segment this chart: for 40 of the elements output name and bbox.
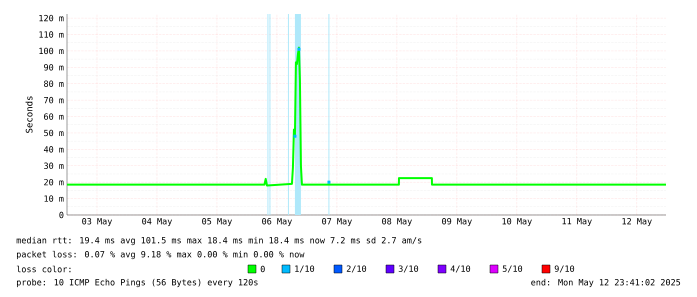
y-tick-label: 110 m [39, 31, 64, 38]
legend-label: 4/10 [450, 265, 470, 273]
text: packet loss: 0.07 % avg 9.18 % max 0.00 % min 0.00 % now [16, 250, 304, 260]
x-tick-label: 11 May [562, 218, 592, 226]
x-tick-label: 08 May [382, 218, 412, 226]
y-tick-label: 100 m [39, 48, 64, 54]
x-tick-label: 04 May [142, 218, 172, 226]
x-tick-label: 09 May [442, 218, 472, 226]
x-tick-label: 05 May [202, 218, 232, 226]
x-tick-label: 07 May [322, 218, 352, 226]
y-tick-label: 50 m [44, 130, 64, 136]
legend-label: 1/10 [295, 265, 314, 273]
x-tick-label: 03 May [82, 218, 112, 226]
x-tick-label: 06 May [262, 218, 292, 226]
y-tick-label: 70 m [44, 96, 64, 104]
y-tick-label: 30 m [44, 162, 64, 169]
y-axis-title: Seconds [26, 96, 33, 133]
legend-label: 2/10 [346, 265, 366, 273]
y-tick-label: 40 m [44, 146, 64, 153]
y-tick-label: 20 m [44, 178, 64, 186]
legend-label: 9/10 [554, 265, 574, 273]
text: probe: 10 ICMP Echo Pings (56 Bytes) every 120s [16, 278, 258, 288]
point [327, 180, 330, 184]
x-tick-label: 12 May [622, 218, 652, 226]
legend-title: loss color: [16, 266, 70, 272]
point [297, 48, 300, 51]
legend-label: 5/10 [502, 265, 522, 273]
text: median rtt: 19.4 ms avg 101.5 ms max 18.4 ms min 18.4 ms now 7.2 ms sd 2.7 am/s [16, 236, 422, 246]
y-tick-label: 120 m [39, 14, 64, 22]
legend-label: 0 [260, 266, 265, 272]
y-tick-label: 80 m [44, 80, 64, 87]
x-tick-label: 10 May [502, 218, 532, 226]
y-tick-label: 10 m [44, 195, 64, 202]
point [293, 134, 296, 138]
y-tick-label: 60 m [44, 113, 64, 120]
y-tick-label: 0 [59, 212, 64, 218]
y-tick-label: 90 m [44, 64, 64, 71]
legend-label: 3/10 [398, 265, 418, 273]
text: end: Mon May 12 23:41:02 2025 [531, 278, 680, 288]
line-series [67, 46, 666, 186]
